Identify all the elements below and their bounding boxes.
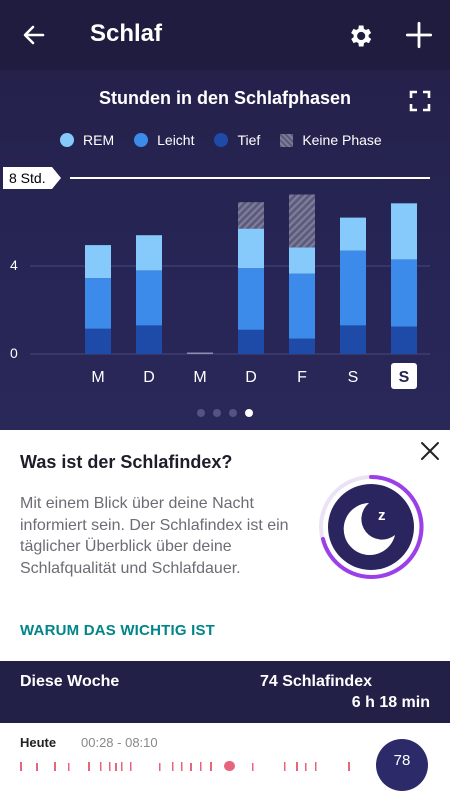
bar-segment-tief[interactable] — [340, 325, 366, 354]
fullscreen-button[interactable] — [406, 87, 434, 115]
page-dot[interactable] — [213, 409, 221, 417]
x-tick-label[interactable]: S — [399, 369, 410, 386]
x-tick-label[interactable]: D — [245, 369, 257, 386]
bar-segment-leicht[interactable] — [391, 259, 417, 327]
plus-icon — [405, 21, 433, 49]
close-icon — [421, 442, 439, 460]
chart-title: Stunden in den Schlafphasen — [98, 88, 352, 108]
today-row[interactable]: Heute 00:28 - 08:10 78 — [0, 723, 450, 791]
legend-swatch — [280, 133, 294, 147]
sleep-timeline — [20, 761, 350, 771]
legend-swatch — [60, 133, 74, 147]
bar-segment-rem[interactable] — [238, 228, 264, 269]
bar-segment-rem[interactable] — [289, 247, 315, 274]
legend-item-leicht: Leicht — [134, 132, 194, 148]
info-card: Was ist der Schlafindex? Mit einem Blick… — [0, 430, 450, 660]
today-score[interactable]: 78 — [376, 739, 428, 791]
bar-segment-rem[interactable] — [340, 217, 366, 251]
page-dot-active[interactable] — [245, 409, 253, 417]
bar-segment-rem[interactable] — [391, 203, 417, 260]
bar-empty[interactable] — [187, 352, 213, 355]
x-tick-label[interactable]: S — [348, 369, 359, 386]
bar-segment-tief[interactable] — [85, 328, 111, 354]
week-label: Diese Woche — [20, 673, 120, 690]
today-label: Heute — [20, 735, 57, 750]
bar-segment-rem[interactable] — [85, 245, 111, 279]
bar-segment-leicht[interactable] — [340, 250, 366, 326]
moon-sleep-icon: z — [319, 474, 424, 579]
gear-icon — [351, 25, 372, 47]
legend-label: Tief — [237, 132, 261, 148]
bar-segment-tief[interactable] — [136, 325, 162, 354]
info-card-title: Was ist der Schlafindex? — [20, 452, 233, 472]
legend-item-keine-phase: Keine Phase — [280, 132, 382, 148]
bar-segment-leicht[interactable] — [85, 278, 111, 329]
bar-segment-tief[interactable] — [289, 338, 315, 354]
fullscreen-icon — [409, 90, 431, 112]
today-time-range: 00:28 - 08:10 — [81, 735, 158, 750]
x-tick-label[interactable]: D — [143, 369, 155, 386]
app-bar: Schlaf — [0, 0, 450, 70]
page-indicator[interactable] — [197, 409, 261, 417]
x-tick-label[interactable]: M — [91, 369, 104, 386]
week-score: 74 Schlafindex — [259, 673, 372, 690]
legend-label: Keine Phase — [302, 132, 382, 148]
page-dot[interactable] — [229, 409, 237, 417]
add-button[interactable] — [400, 16, 438, 54]
arrow-left-icon — [23, 25, 45, 45]
legend-item-tief: Tief — [214, 132, 260, 148]
page-dot[interactable] — [197, 409, 205, 417]
x-tick-label[interactable]: F — [297, 369, 307, 386]
legend-swatch — [214, 133, 229, 147]
bar-segment-rem[interactable] — [136, 235, 162, 271]
bar-segment-leicht[interactable] — [136, 270, 162, 326]
svg-text:z: z — [378, 507, 386, 524]
bar-segment-keine-phase[interactable] — [238, 202, 264, 229]
y-tick-4: 4 — [10, 257, 18, 273]
goal-label: 8 Std. — [3, 167, 61, 189]
why-important-link[interactable]: WARUM DAS WICHTIG IST — [20, 622, 216, 639]
close-button[interactable] — [415, 436, 445, 466]
week-summary[interactable]: Diese Woche 74 Schlafindex 6 h 18 min — [0, 661, 450, 723]
legend-item-rem: REM — [60, 132, 114, 148]
week-duration: 6 h 18 min — [351, 694, 430, 711]
bar-segment-tief[interactable] — [238, 329, 264, 354]
info-card-body: Mit einem Blick über deine Nacht informi… — [20, 495, 289, 577]
back-button[interactable] — [16, 17, 52, 53]
bar-segment-leicht[interactable] — [238, 268, 264, 330]
sleep-screen-top: Schlaf Stunden in den Schlafphasen REM L… — [0, 0, 450, 430]
chart-legend: REM Leicht Tief Keine Phase — [60, 132, 402, 148]
bar-segment-tief[interactable] — [391, 326, 417, 355]
legend-label: REM — [83, 132, 115, 148]
settings-button[interactable] — [341, 17, 379, 55]
legend-label: Leicht — [157, 132, 195, 148]
selected-day-highlight[interactable] — [391, 363, 417, 389]
y-tick-0: 0 — [10, 345, 18, 361]
legend-swatch — [134, 133, 149, 147]
bar-segment-leicht[interactable] — [289, 273, 315, 339]
bar-segment-keine-phase[interactable] — [289, 194, 315, 248]
page-title: Schlaf — [90, 20, 163, 47]
x-tick-label[interactable]: M — [193, 369, 206, 386]
